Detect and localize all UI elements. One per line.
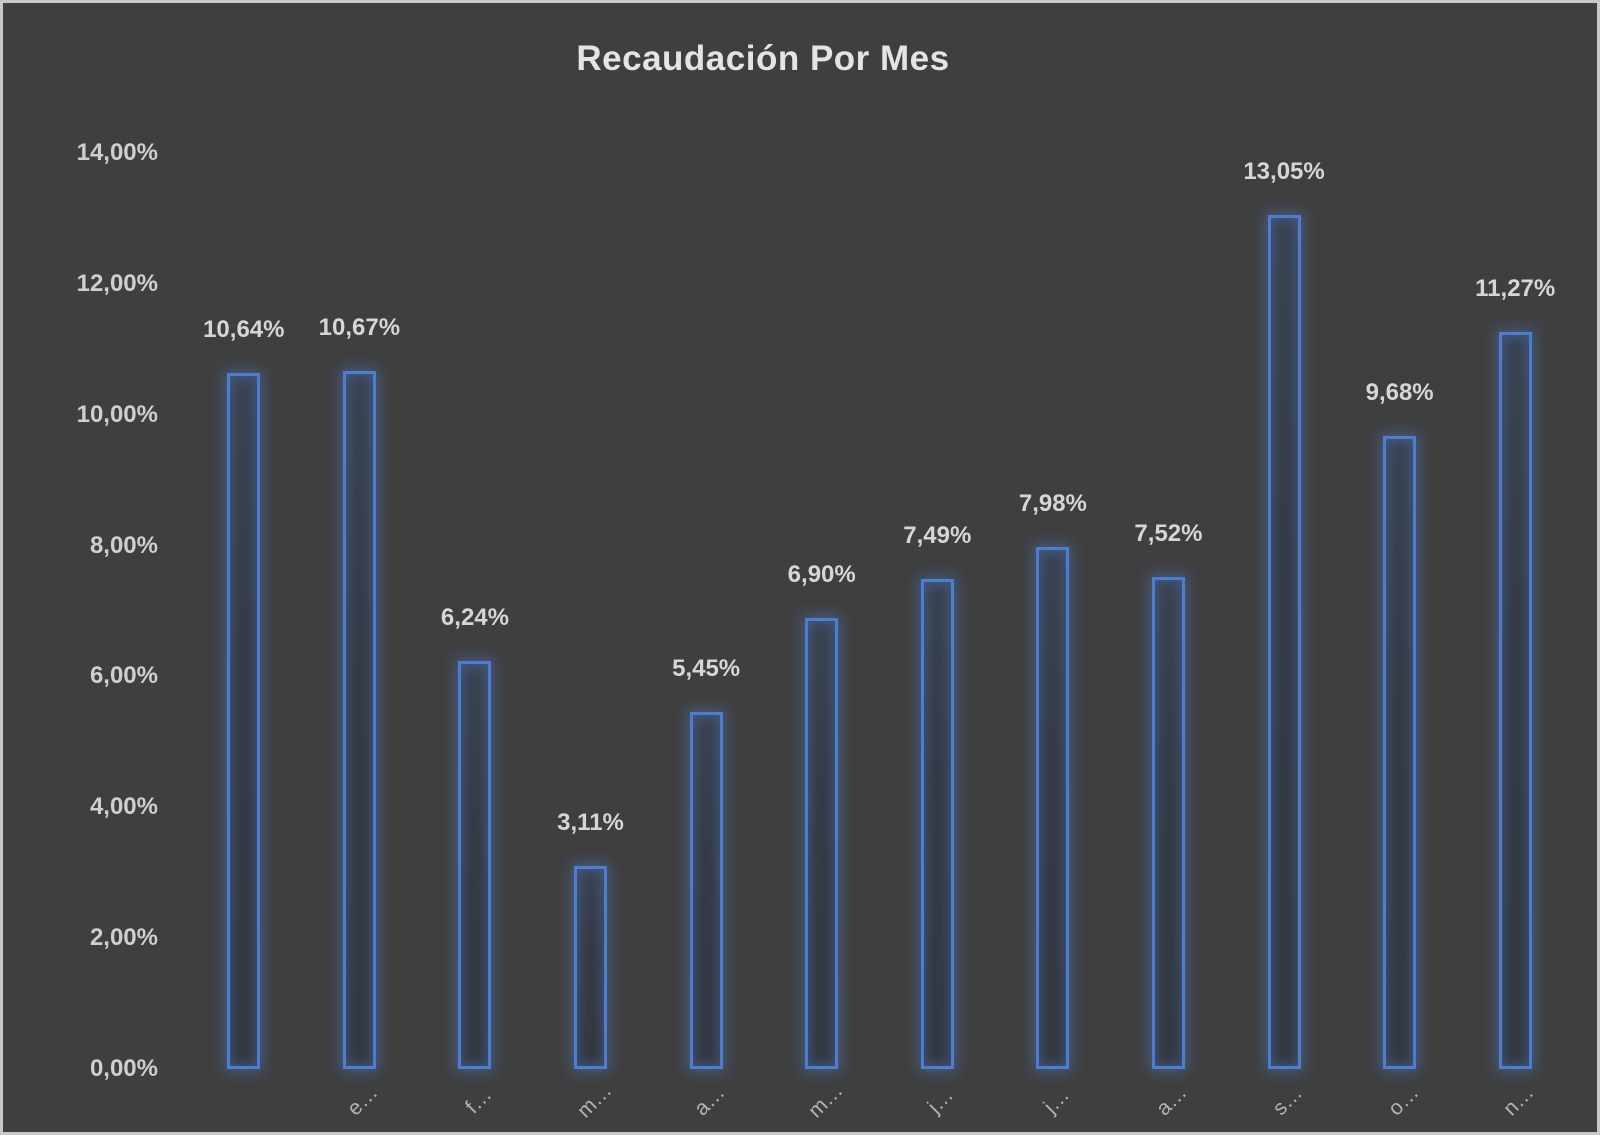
data-label-5: 5,45% xyxy=(672,655,741,683)
x-axis-tick: j… xyxy=(923,1083,959,1118)
y-axis-tick: 2,00% xyxy=(89,924,158,952)
bar-5[interactable] xyxy=(689,712,723,1069)
bar-7[interactable] xyxy=(920,578,954,1069)
bar-10[interactable] xyxy=(1267,215,1301,1069)
data-label-9: 7,52% xyxy=(1134,519,1203,547)
data-label-2: 10,67% xyxy=(318,313,401,341)
bar-11[interactable] xyxy=(1383,435,1417,1069)
x-axis-tick: f… xyxy=(460,1083,497,1119)
data-label-4: 3,11% xyxy=(557,808,624,836)
data-label-3: 6,24% xyxy=(440,603,509,631)
chart-title: Recaudación Por Mes xyxy=(576,39,950,78)
x-axis-tick: a… xyxy=(1152,1080,1192,1121)
bar-8[interactable] xyxy=(1036,546,1070,1069)
y-axis-tick: 4,00% xyxy=(89,793,158,821)
bar-12[interactable] xyxy=(1498,331,1532,1069)
data-label-7: 7,49% xyxy=(903,521,972,549)
y-axis-tick: 14,00% xyxy=(76,139,158,166)
x-axis-tick: n… xyxy=(1499,1080,1539,1121)
y-axis-tick: 12,00% xyxy=(76,269,158,297)
bar-2[interactable] xyxy=(342,370,376,1069)
x-axis-tick: j… xyxy=(1039,1083,1074,1118)
bar-4[interactable] xyxy=(574,865,608,1069)
y-axis-tick: 8,00% xyxy=(89,531,158,559)
data-label-6: 6,90% xyxy=(787,560,856,588)
data-label-8: 7,98% xyxy=(1018,489,1087,517)
y-axis-tick: 10,00% xyxy=(76,400,158,428)
x-axis-tick: a… xyxy=(690,1080,730,1121)
data-label-11: 9,68% xyxy=(1365,378,1434,406)
bar-3[interactable] xyxy=(458,660,492,1069)
y-axis-tick: 6,00% xyxy=(89,662,158,690)
x-axis-tick: m… xyxy=(572,1078,616,1123)
data-label-12: 11,27% xyxy=(1475,274,1556,302)
y-axis-tick: 0,00% xyxy=(89,1055,158,1082)
data-label-10: 13,05% xyxy=(1243,158,1325,186)
bar-6[interactable] xyxy=(805,617,839,1069)
x-axis-tick: e… xyxy=(343,1080,383,1121)
bar-1[interactable] xyxy=(227,372,261,1069)
data-label-1: 10,64% xyxy=(203,315,285,343)
bar-9[interactable] xyxy=(1151,576,1185,1069)
x-axis-tick: s… xyxy=(1268,1081,1307,1120)
x-axis-tick: o… xyxy=(1383,1080,1423,1121)
x-axis-tick: m… xyxy=(803,1078,848,1123)
